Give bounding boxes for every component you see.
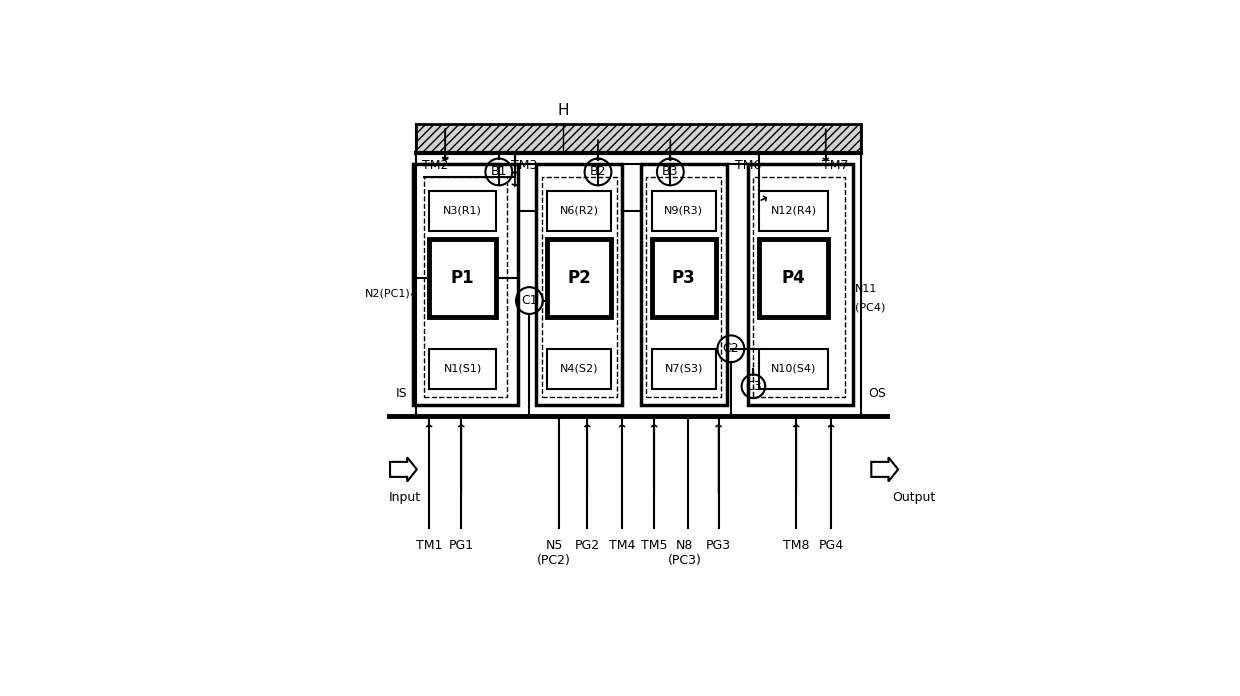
Bar [424,177,507,397]
Text: TM6: TM6 [735,159,761,171]
Text: P2: P2 [568,269,591,287]
Text: TM2: TM2 [423,159,449,171]
Bar [429,191,496,231]
Text: IS: IS [396,387,408,400]
Text: TM1: TM1 [415,539,443,552]
Bar [759,349,828,389]
Bar [547,191,611,231]
Text: B2: B2 [590,166,606,178]
Bar [537,164,622,405]
Bar [646,177,722,397]
Bar [429,349,496,389]
Text: B3: B3 [662,166,678,178]
Text: P1: P1 [451,269,475,287]
Text: OS: OS [869,387,887,400]
Bar [759,191,828,231]
Bar [415,124,861,153]
Text: PG3: PG3 [706,539,732,552]
Text: N4(S2): N4(S2) [560,364,599,374]
Text: TM5: TM5 [641,539,667,552]
Text: N12(R4): N12(R4) [770,206,817,216]
Text: C3: C3 [745,380,761,393]
Text: B1: B1 [491,166,507,178]
Text: TM8: TM8 [782,539,810,552]
Text: N8
(PC3): N8 (PC3) [668,539,702,567]
Text: N10(S4): N10(S4) [771,364,816,374]
Bar [651,349,715,389]
Text: C1: C1 [521,294,538,307]
Text: N7(S3): N7(S3) [665,364,703,374]
Text: Input: Input [389,491,422,504]
Text: P4: P4 [781,269,806,287]
Bar [748,164,853,405]
Text: TM3: TM3 [511,159,538,171]
Text: PG2: PG2 [574,539,600,552]
Bar [542,177,616,397]
Text: P3: P3 [672,269,696,287]
Text: N9(R3): N9(R3) [665,206,703,216]
Text: N11: N11 [856,283,878,294]
Text: N6(R2): N6(R2) [559,206,599,216]
Text: N2(PC1): N2(PC1) [365,289,410,299]
Bar [651,191,715,231]
Text: N5
(PC2): N5 (PC2) [537,539,570,567]
Text: TM7: TM7 [822,159,848,171]
Text: TM4: TM4 [609,539,635,552]
Bar [429,239,496,317]
Bar [641,164,727,405]
Text: H: H [558,103,569,118]
Bar [413,164,517,405]
Bar [759,239,828,317]
Text: PG4: PG4 [818,539,843,552]
FancyArrow shape [391,457,417,482]
Text: N1(S1): N1(S1) [444,364,482,374]
Bar [547,239,611,317]
Text: PG1: PG1 [449,539,474,552]
Bar [651,239,715,317]
FancyArrow shape [872,457,898,482]
Text: (PC4): (PC4) [856,302,885,313]
Text: Output: Output [893,491,936,504]
Text: C2: C2 [723,342,739,355]
Bar [547,349,611,389]
Text: N3(R1): N3(R1) [443,206,482,216]
Bar [754,177,844,397]
